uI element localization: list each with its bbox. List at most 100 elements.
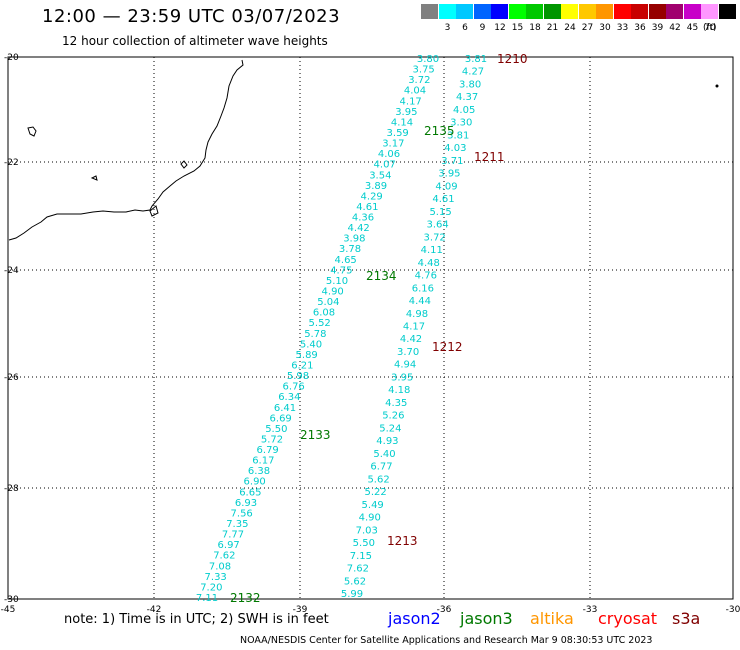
wave-height-reading: 6.93	[235, 498, 257, 509]
wave-height-reading: 3.64	[426, 220, 448, 231]
wave-height-reading: 4.35	[385, 398, 407, 409]
wave-height-reading: 7.08	[209, 561, 231, 572]
wave-height-reading: 3.80	[459, 79, 481, 90]
wave-height-reading: 5.52	[309, 318, 331, 329]
legend-label: 21	[546, 23, 559, 33]
wave-height-reading: 3.59	[387, 128, 409, 139]
wave-height-reading: 5.24	[379, 423, 401, 434]
wave-height-reading: 7.35	[226, 519, 248, 530]
wave-height-reading: 4.44	[409, 296, 431, 307]
pass-time-label: 1210	[497, 52, 528, 66]
wave-height-reading: 4.93	[376, 436, 398, 447]
wave-height-reading: 7.15	[350, 551, 372, 562]
wave-height-reading: 3.72	[408, 75, 430, 86]
wave-height-reading: 3.54	[369, 170, 391, 181]
wave-height-reading: 7.11	[196, 593, 218, 604]
legend-label: 15	[511, 23, 524, 33]
wave-height-reading: 5.26	[382, 411, 404, 422]
wave-height-reading: 4.65	[335, 255, 357, 266]
satellite-legend-jason3: jason3	[460, 609, 513, 628]
legend-label: 70	[704, 23, 716, 33]
pass-time-label: 2135	[424, 124, 455, 138]
wave-height-reading: 4.61	[356, 202, 378, 213]
pass-time-label: 2133	[300, 428, 331, 442]
wave-height-reading: 4.06	[378, 149, 400, 160]
legend-swatch	[666, 4, 683, 19]
legend-label: 36	[634, 23, 646, 33]
wave-height-reading: 5.50	[265, 424, 287, 435]
wave-height-reading: 6.16	[412, 283, 434, 294]
latitude-tick-label: -22	[4, 158, 19, 168]
island	[27, 126, 37, 137]
legend-label: 6	[462, 23, 468, 33]
wave-height-reading: 6.17	[252, 456, 274, 467]
wave-height-reading: 4.17	[403, 322, 425, 333]
wave-height-reading: 3.72	[424, 232, 446, 243]
wave-height-reading: 7.33	[205, 572, 227, 583]
legend-label: 18	[529, 23, 541, 33]
wave-height-reading: 7.62	[347, 564, 369, 575]
satellite-legend-s3a: s3a	[672, 609, 701, 628]
legend-label: 30	[599, 23, 611, 33]
wave-height-reading: 5.62	[367, 474, 389, 485]
wave-height-reading: 7.62	[213, 551, 235, 562]
legend-unit: (ft)	[703, 23, 717, 33]
wave-height-reading: 4.29	[361, 191, 383, 202]
wave-height-reading: 5.89	[296, 350, 318, 361]
wave-height-reading: 5.22	[364, 487, 386, 498]
wave-height-reading: 5.15	[429, 207, 451, 218]
latitude-tick-label: -30	[4, 595, 19, 605]
wave-height-reading: 5.98	[287, 371, 309, 382]
pass-time-label: 1212	[432, 340, 463, 354]
wave-height-reading: 4.09	[435, 181, 457, 192]
legend-swatch	[526, 4, 543, 19]
latitude-tick-label: -26	[4, 373, 19, 383]
wave-height-reading: 4.18	[388, 385, 410, 396]
wave-height-reading: 4.94	[394, 360, 416, 371]
wave-height-reading: 3.98	[343, 234, 365, 245]
legend-swatch	[631, 4, 648, 19]
wave-height-reading: 4.27	[462, 67, 484, 78]
satellite-legend-jason2: jason2	[388, 609, 441, 628]
wave-height-reading: 4.37	[456, 92, 478, 103]
wave-height-reading: 3.71	[441, 156, 463, 167]
wave-height-reading: 7.03	[356, 525, 378, 536]
legend-swatch	[701, 4, 718, 19]
legend-swatch	[648, 4, 666, 19]
legend-swatch	[596, 4, 613, 19]
wave-height-reading: 3.81	[447, 130, 469, 141]
latitude-tick-label: -28	[4, 484, 19, 494]
wave-height-reading: 6.65	[239, 487, 261, 498]
wave-height-reading: 7.20	[200, 582, 222, 593]
wave-height-reading: 7.77	[222, 530, 244, 541]
wave-height-reading: 6.41	[274, 403, 296, 414]
wave-height-reading: 4.36	[352, 213, 374, 224]
island	[149, 205, 159, 217]
wave-height-reading: 7.56	[231, 508, 253, 519]
legend-label: 33	[616, 23, 629, 33]
page-title: 12:00 — 23:59 UTC 03/07/2023	[42, 6, 341, 27]
pass-time-label: 1213	[387, 534, 418, 548]
legend-label: 39	[651, 23, 664, 33]
longitude-tick-label: -33	[583, 605, 598, 615]
wave-height-reading: 3.95	[438, 169, 460, 180]
wave-height-reading: 3.30	[450, 118, 472, 129]
wave-height-reading: 6.69	[270, 413, 292, 424]
wave-height-reading: 6.90	[244, 477, 266, 488]
wave-height-reading: 3.89	[365, 181, 387, 192]
latitude-tick-label: -24	[4, 266, 19, 276]
longitude-tick-label: -36	[437, 605, 452, 615]
legend-label: 27	[581, 23, 594, 33]
legend-swatch	[718, 4, 736, 19]
wave-height-reading: 5.10	[326, 276, 348, 287]
longitude-tick-label: -30	[726, 605, 740, 615]
wave-height-reading: 4.07	[374, 160, 396, 171]
wave-height-reading: 4.61	[432, 194, 454, 205]
coastline	[8, 59, 244, 241]
satellite-legend-altika: altika	[530, 609, 574, 628]
wave-height-reading: 6.38	[248, 466, 270, 477]
wave-height-reading: 3.70	[397, 347, 419, 358]
island	[90, 175, 98, 181]
wave-height-reading: 4.42	[400, 334, 422, 345]
legend-swatch	[543, 4, 561, 19]
